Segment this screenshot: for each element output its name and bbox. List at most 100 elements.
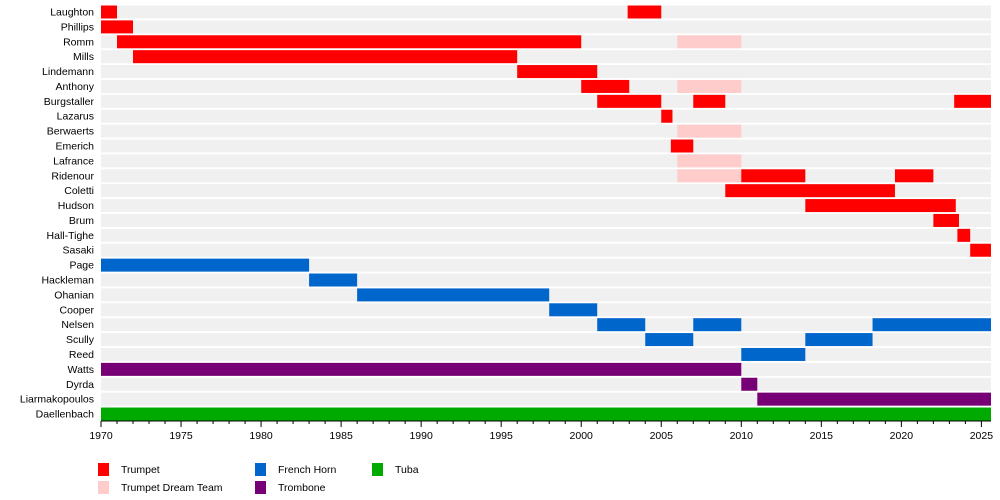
- member-label: Reed: [69, 349, 94, 361]
- row-background: [101, 94, 991, 108]
- member-label: Daellenbach: [36, 409, 95, 421]
- member-label: Brum: [69, 215, 94, 227]
- x-tick-label: 2005: [650, 430, 674, 442]
- member-label: Emerich: [55, 141, 94, 153]
- bar-horn: [693, 318, 742, 332]
- row-background: [101, 243, 991, 257]
- member-label: Liarmakopoulos: [20, 394, 94, 406]
- member-label: Romm: [63, 36, 94, 48]
- bar-trumpet: [581, 79, 630, 93]
- bar-dream: [677, 35, 742, 49]
- row-background: [101, 213, 991, 227]
- bar-trumpet: [133, 50, 518, 64]
- row-background: [101, 169, 991, 183]
- member-label: Coletti: [64, 185, 94, 197]
- bar-trumpet: [661, 109, 673, 123]
- member-label: Phillips: [61, 21, 94, 33]
- bar-trumpet: [954, 94, 991, 108]
- x-tick-label: 1990: [409, 430, 433, 442]
- bar-trombone: [741, 377, 758, 391]
- bar-trumpet: [670, 139, 694, 153]
- bar-trumpet: [805, 199, 956, 213]
- row-background: [101, 79, 991, 93]
- member-label: Burgstaller: [44, 96, 95, 108]
- member-label: Page: [69, 260, 94, 272]
- member-label: Scully: [66, 334, 95, 346]
- x-tick-label: 1975: [169, 430, 193, 442]
- x-tick-label: 2020: [890, 430, 914, 442]
- x-tick-label: 1985: [329, 430, 353, 442]
- row-background: [101, 199, 991, 213]
- x-tick-label: 2000: [570, 430, 594, 442]
- bar-horn: [805, 333, 873, 347]
- row-background: [101, 20, 991, 34]
- row-background: [101, 303, 991, 317]
- member-label: Sasaki: [62, 245, 94, 257]
- member-label: Lazarus: [57, 111, 94, 123]
- legend-label-horn: French Horn: [278, 464, 337, 476]
- x-tick-label: 2015: [810, 430, 834, 442]
- bar-trumpet: [101, 20, 134, 34]
- member-label: Nelsen: [61, 319, 94, 331]
- bar-horn: [597, 318, 646, 332]
- row-background: [101, 228, 991, 242]
- x-tick-label: 1995: [490, 430, 514, 442]
- legend-label-trombone: Trombone: [278, 482, 326, 494]
- row-background: [101, 109, 991, 123]
- bar-horn: [741, 347, 806, 361]
- bar-trumpet: [970, 243, 991, 257]
- bar-horn: [645, 333, 694, 347]
- bar-dream: [677, 79, 742, 93]
- bar-trumpet: [117, 35, 582, 49]
- member-label: Hall-Tighe: [47, 230, 95, 242]
- row-background: [101, 377, 991, 391]
- bar-horn: [872, 318, 991, 332]
- bar-trumpet: [741, 169, 806, 183]
- row-background: [101, 139, 991, 153]
- x-tick-label: 2010: [730, 430, 754, 442]
- bar-horn: [549, 303, 598, 317]
- legend-label-trumpet: Trumpet: [121, 464, 160, 476]
- member-label: Cooper: [60, 304, 95, 316]
- legend-swatch-horn: [255, 463, 266, 476]
- member-label: Anthony: [55, 81, 94, 93]
- bar-trumpet: [957, 228, 971, 242]
- bar-trumpet: [517, 65, 598, 79]
- member-label: Mills: [73, 51, 94, 63]
- legend-label-dream: Trumpet Dream Team: [121, 482, 223, 494]
- row-background: [101, 124, 991, 138]
- bar-trumpet: [693, 94, 726, 108]
- member-label: Ridenour: [51, 170, 94, 182]
- legend-label-tuba: Tuba: [395, 464, 419, 476]
- bar-horn: [357, 288, 550, 302]
- bar-dream: [677, 169, 742, 183]
- row-background: [101, 333, 991, 347]
- bar-horn: [309, 273, 358, 287]
- member-label: Lindemann: [42, 66, 94, 78]
- row-background: [101, 318, 991, 332]
- bar-dream: [677, 154, 742, 168]
- bar-trombone: [101, 362, 742, 376]
- member-label: Laughton: [50, 7, 94, 19]
- x-tick-label: 1970: [89, 430, 113, 442]
- bar-dream: [677, 124, 742, 138]
- row-background: [101, 154, 991, 168]
- member-label: Lafrance: [53, 155, 94, 167]
- bar-tuba: [101, 407, 991, 421]
- row-background: [101, 273, 991, 287]
- bar-horn: [101, 258, 310, 272]
- bar-trumpet: [725, 184, 895, 198]
- x-tick-label: 2025: [970, 430, 994, 442]
- legend-swatch-tuba: [372, 463, 383, 476]
- member-label: Ohanian: [54, 289, 94, 301]
- member-label: Watts: [68, 364, 94, 376]
- bar-trumpet: [894, 169, 934, 183]
- legend-swatch-dream: [98, 481, 109, 494]
- bar-trumpet: [627, 5, 662, 19]
- bar-trombone: [757, 392, 991, 406]
- member-label: Dyrda: [66, 379, 94, 391]
- row-background: [101, 347, 991, 361]
- x-tick-label: 1980: [249, 430, 273, 442]
- member-label: Hudson: [58, 200, 94, 212]
